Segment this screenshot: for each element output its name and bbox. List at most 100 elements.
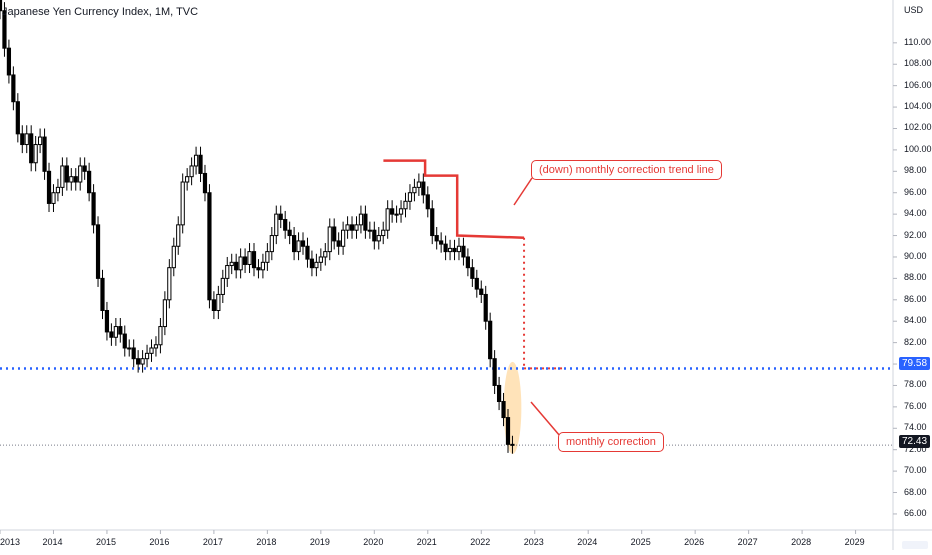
candle-body	[434, 235, 439, 242]
y-tick-label: 84.00	[904, 315, 927, 326]
candle-body	[443, 243, 448, 253]
candle-body	[198, 154, 203, 174]
candle-body	[242, 256, 248, 265]
candle-body	[202, 172, 208, 194]
candle-body	[430, 208, 435, 237]
candle-body	[180, 181, 185, 226]
candle-body	[354, 224, 359, 231]
candle-body	[38, 136, 43, 146]
level-price-tag: 79.58	[899, 357, 931, 370]
candle-body	[398, 208, 404, 215]
monthly-correction-callout: monthly correction	[558, 432, 664, 452]
candle-body	[118, 326, 123, 335]
x-tick-label: 2024	[577, 537, 598, 547]
candle-body	[91, 192, 96, 226]
candle-body	[403, 200, 408, 210]
candle-body	[296, 240, 301, 253]
candle-body	[207, 192, 212, 301]
candle-body	[0, 0, 3, 12]
trend-line-path	[383, 159, 525, 239]
candle-body	[309, 258, 315, 269]
y-tick-label: 66.00	[904, 507, 927, 518]
candle-body	[407, 192, 413, 202]
candle-body	[323, 251, 328, 258]
candle-body	[109, 331, 114, 338]
candle-body	[33, 144, 38, 164]
x-tick-label: 2029	[844, 537, 865, 547]
candle-body	[510, 443, 515, 446]
candle-body	[300, 240, 306, 247]
candle-body	[189, 165, 194, 178]
candle-body	[470, 267, 475, 279]
trend-line	[383, 159, 565, 437]
y-tick-label: 72.00	[904, 443, 927, 454]
x-tick-label: 2014	[42, 537, 63, 547]
x-tick-label: 2021	[416, 537, 437, 547]
y-tick-label: 92.00	[904, 229, 927, 240]
candle-body	[496, 384, 502, 403]
candle-body	[2, 10, 7, 49]
candle-body	[412, 186, 417, 194]
candle-body	[376, 235, 381, 242]
x-tick-label: 2027	[737, 537, 758, 547]
candle-body	[439, 240, 444, 245]
x-tick-label: 2028	[791, 537, 812, 547]
candle-body	[501, 401, 506, 419]
candle-body	[113, 326, 118, 338]
candle-body	[149, 347, 154, 354]
y-tick-label: 104.00	[904, 101, 932, 112]
candle-body	[95, 224, 101, 279]
candle-body	[64, 165, 69, 183]
x-tick-label: 2026	[684, 537, 705, 547]
candle-body	[336, 240, 341, 247]
candle-body	[216, 293, 221, 312]
candle-body	[29, 133, 34, 164]
candle-body	[6, 47, 12, 76]
candle-body	[69, 176, 74, 183]
candle-body	[474, 277, 479, 290]
candle-body	[488, 320, 493, 360]
candle-body	[100, 277, 105, 312]
candle-body	[372, 229, 377, 242]
candle-body	[287, 229, 292, 237]
last-price-tag: 72.43	[899, 435, 931, 448]
candle-body	[73, 176, 78, 183]
candle-body	[345, 224, 350, 231]
y-tick-label: 76.00	[904, 400, 927, 411]
candle-body	[122, 333, 127, 349]
candle-body	[381, 229, 386, 237]
candle-body	[158, 326, 163, 346]
y-tick-label: 108.00	[904, 58, 932, 69]
candle-body	[390, 208, 395, 215]
x-tick-label: 2025	[630, 537, 651, 547]
trend-callout-pointer	[513, 177, 533, 206]
candle-body	[447, 247, 453, 253]
candle-body	[332, 226, 337, 242]
candle-body	[136, 358, 141, 365]
candle-body	[256, 267, 261, 271]
y-tick-label: 110.00	[904, 36, 931, 47]
candle-body	[416, 181, 421, 188]
candle-body	[55, 186, 61, 194]
candle-body	[349, 224, 355, 231]
y-tick-label: 74.00	[904, 422, 927, 433]
candle-body	[131, 347, 136, 360]
candle-body	[251, 251, 257, 269]
candle-body	[104, 310, 110, 333]
candle-body	[265, 251, 270, 263]
key-levels	[0, 367, 893, 446]
y-tick-label: 78.00	[904, 379, 927, 390]
candle-body	[162, 299, 167, 328]
candle-body	[305, 245, 310, 260]
candle-body	[314, 261, 319, 269]
settings-corner[interactable]	[902, 541, 928, 549]
candle-body	[127, 347, 132, 350]
candle-body	[229, 261, 234, 267]
y-tick-label: 90.00	[904, 250, 927, 261]
candle-body	[60, 165, 65, 188]
y-tick-label: 100.00	[904, 143, 932, 154]
y-tick-label: 88.00	[904, 272, 927, 283]
y-tick-label: 98.00	[904, 165, 927, 176]
